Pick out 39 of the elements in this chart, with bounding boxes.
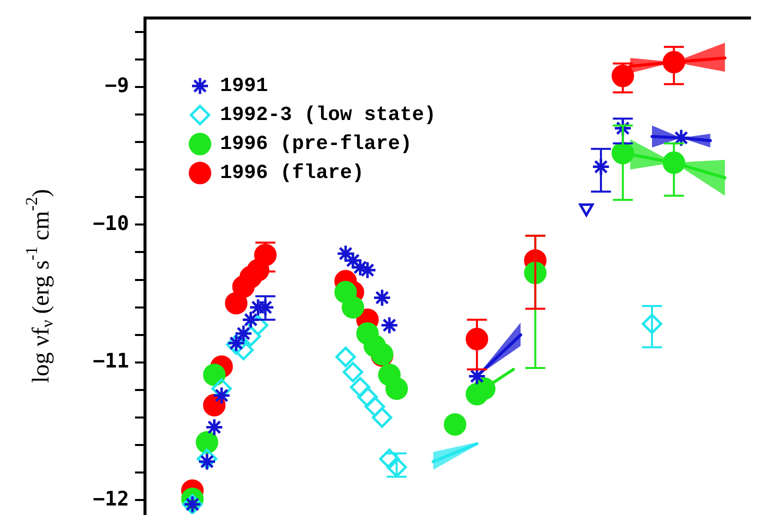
point (386, 456, 407, 478)
point (662, 151, 686, 174)
y-tick-label: −9 (104, 73, 129, 98)
point (642, 314, 662, 334)
y-tick-label: −11 (92, 348, 129, 373)
point (592, 158, 610, 176)
point (196, 431, 218, 454)
point (385, 377, 408, 400)
point (342, 296, 364, 319)
legend-label: 1996 (flare) (220, 162, 364, 186)
point (372, 407, 392, 428)
point (335, 346, 356, 368)
y-axis-title: log νfν (erg s-1 cm-2) (22, 189, 56, 383)
point (350, 376, 370, 398)
point (342, 362, 364, 382)
point (472, 377, 496, 400)
point (612, 64, 634, 88)
point (444, 413, 466, 436)
point (344, 251, 362, 270)
point (379, 448, 400, 470)
point (242, 310, 260, 329)
point (234, 324, 253, 343)
point (198, 452, 216, 471)
point (364, 396, 386, 417)
y-tick-label: −10 (92, 210, 129, 235)
point (372, 288, 392, 307)
point (254, 244, 277, 266)
y-tick-label: −12 (92, 486, 129, 510)
legend-label: 1991 (220, 75, 268, 98)
point (205, 418, 224, 436)
point (662, 50, 686, 74)
legend-label: 1992-3 (low state) (220, 104, 436, 128)
point (468, 366, 486, 386)
point (380, 316, 399, 334)
point (203, 364, 226, 386)
point (336, 244, 355, 263)
legend-label: 1996 (pre-flare) (220, 133, 412, 156)
point (224, 292, 248, 314)
point (357, 386, 378, 408)
